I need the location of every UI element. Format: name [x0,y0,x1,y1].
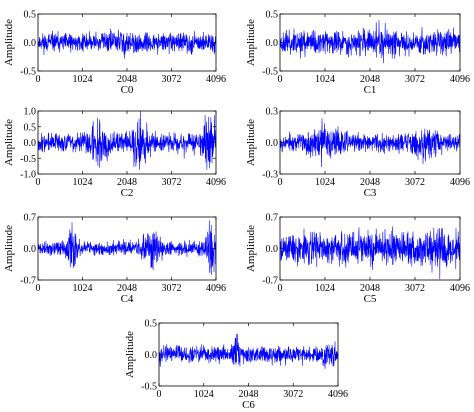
y-axis-label: Amplitude [245,225,257,272]
x-axis-label: C4 [121,293,134,305]
y-tick-label: 0.0 [266,244,279,255]
x-tick-label: 3072 [162,177,182,188]
y-tick-label: 0.0 [145,350,158,361]
x-tick-label: 3072 [162,74,182,85]
x-tick-label: 0 [278,177,283,188]
panel-c0: 0 1024 2048 3072 4096 0.5 0.0 -0.5 C0 Amplitude [3,10,226,97]
y-tick-label: 0.5 [145,319,158,330]
x-tick-label: 2048 [360,283,380,294]
y-tick-label: -0.7 [20,276,36,287]
x-axis-label: C0 [121,84,134,96]
y-tick-label: 0.7 [266,213,279,224]
x-tick-label: 0 [278,283,283,294]
x-axis-label: C2 [121,187,134,199]
x-tick-label: 3072 [283,389,303,400]
x-tick-label: 1024 [194,389,214,400]
signal-line [280,20,460,63]
x-tick-label: 1024 [315,283,335,294]
x-tick-label: 0 [278,74,283,85]
panel-c6: 0 1024 2048 3072 4096 0.5 0.0 -0.5 C6 Amplitude [124,319,348,412]
x-tick-label: 2048 [239,389,259,400]
x-tick-label: 1024 [73,177,93,188]
y-tick-label: -0.3 [262,170,278,181]
y-axis-label: Amplitude [245,19,257,66]
x-tick-label: 2048 [117,283,137,294]
x-tick-label: 0 [36,177,41,188]
y-tick-label: 0.0 [24,138,37,149]
x-tick-label: 2048 [360,177,380,188]
signal-line [280,118,460,168]
y-tick-label: 0.7 [24,213,37,224]
y-axis-label: Amplitude [3,19,15,66]
x-tick-label: 2048 [360,74,380,85]
panel-c2: 0 1024 2048 3072 4096 1.0 0.5 0.0 -0.5 -1.0 C2 Ampl… [3,107,226,200]
x-tick-label: 4096 [328,389,348,400]
signal-line [280,226,460,280]
x-tick-label: 2048 [117,177,137,188]
x-tick-label: 0 [36,74,41,85]
y-tick-label: 0.3 [266,107,279,118]
y-axis-label: Amplitude [3,119,15,166]
x-tick-label: 4096 [206,283,226,294]
panel-c3: 0 1024 2048 3072 4096 0.3 0.0 -0.3 C3 Amplitude [245,107,470,200]
x-tick-label: 3072 [405,283,425,294]
x-tick-label: 4096 [206,74,226,85]
x-tick-label: 1024 [315,177,335,188]
y-tick-label: -0.7 [262,276,278,287]
x-tick-label: 3072 [162,283,182,294]
y-tick-label: -0.5 [20,154,36,165]
x-tick-label: 4096 [450,283,470,294]
y-tick-label: 0.5 [266,10,279,21]
y-tick-label: 0.0 [266,38,279,49]
x-tick-label: 4096 [206,177,226,188]
signal-line [159,333,338,369]
y-tick-label: -0.5 [20,67,36,78]
panel-c1: 0 1024 2048 3072 4096 0.5 0.0 -0.5 C1 Amplitude [245,10,470,97]
y-axis-label: Amplitude [245,119,257,166]
y-tick-label: 0.5 [24,122,37,133]
x-axis-label: C6 [242,399,255,411]
y-tick-label: 0.0 [24,38,37,49]
x-axis-label: C1 [364,84,377,96]
x-axis-label: C5 [364,293,377,305]
x-axis-label: C3 [364,187,377,199]
y-tick-label: 1.0 [24,107,37,118]
x-tick-label: 4096 [450,74,470,85]
x-tick-label: 0 [36,283,41,294]
x-tick-label: 0 [157,389,162,400]
y-tick-label: -0.5 [141,382,157,393]
x-tick-label: 4096 [450,177,470,188]
y-tick-label: 0.5 [24,10,37,21]
x-tick-label: 3072 [405,177,425,188]
y-axis-label: Amplitude [124,331,136,378]
y-tick-label: -1.0 [20,170,36,181]
y-tick-label: 0.0 [266,138,279,149]
x-tick-label: 2048 [117,74,137,85]
y-axis-label: Amplitude [3,225,15,272]
signal-line [38,28,216,59]
panel-c4: 0 1024 2048 3072 4096 0.7 0.0 -0.7 C4 Amplitude [3,213,226,306]
x-tick-label: 1024 [73,283,93,294]
x-tick-label: 1024 [73,74,93,85]
signal-line [38,111,216,170]
y-tick-label: 0.0 [24,244,37,255]
signal-line [38,220,216,276]
x-tick-label: 1024 [315,74,335,85]
x-tick-label: 3072 [405,74,425,85]
y-tick-label: -0.5 [262,67,278,78]
panel-c5: 0 1024 2048 3072 4096 0.7 0.0 -0.7 C5 Amplitude [245,213,470,306]
